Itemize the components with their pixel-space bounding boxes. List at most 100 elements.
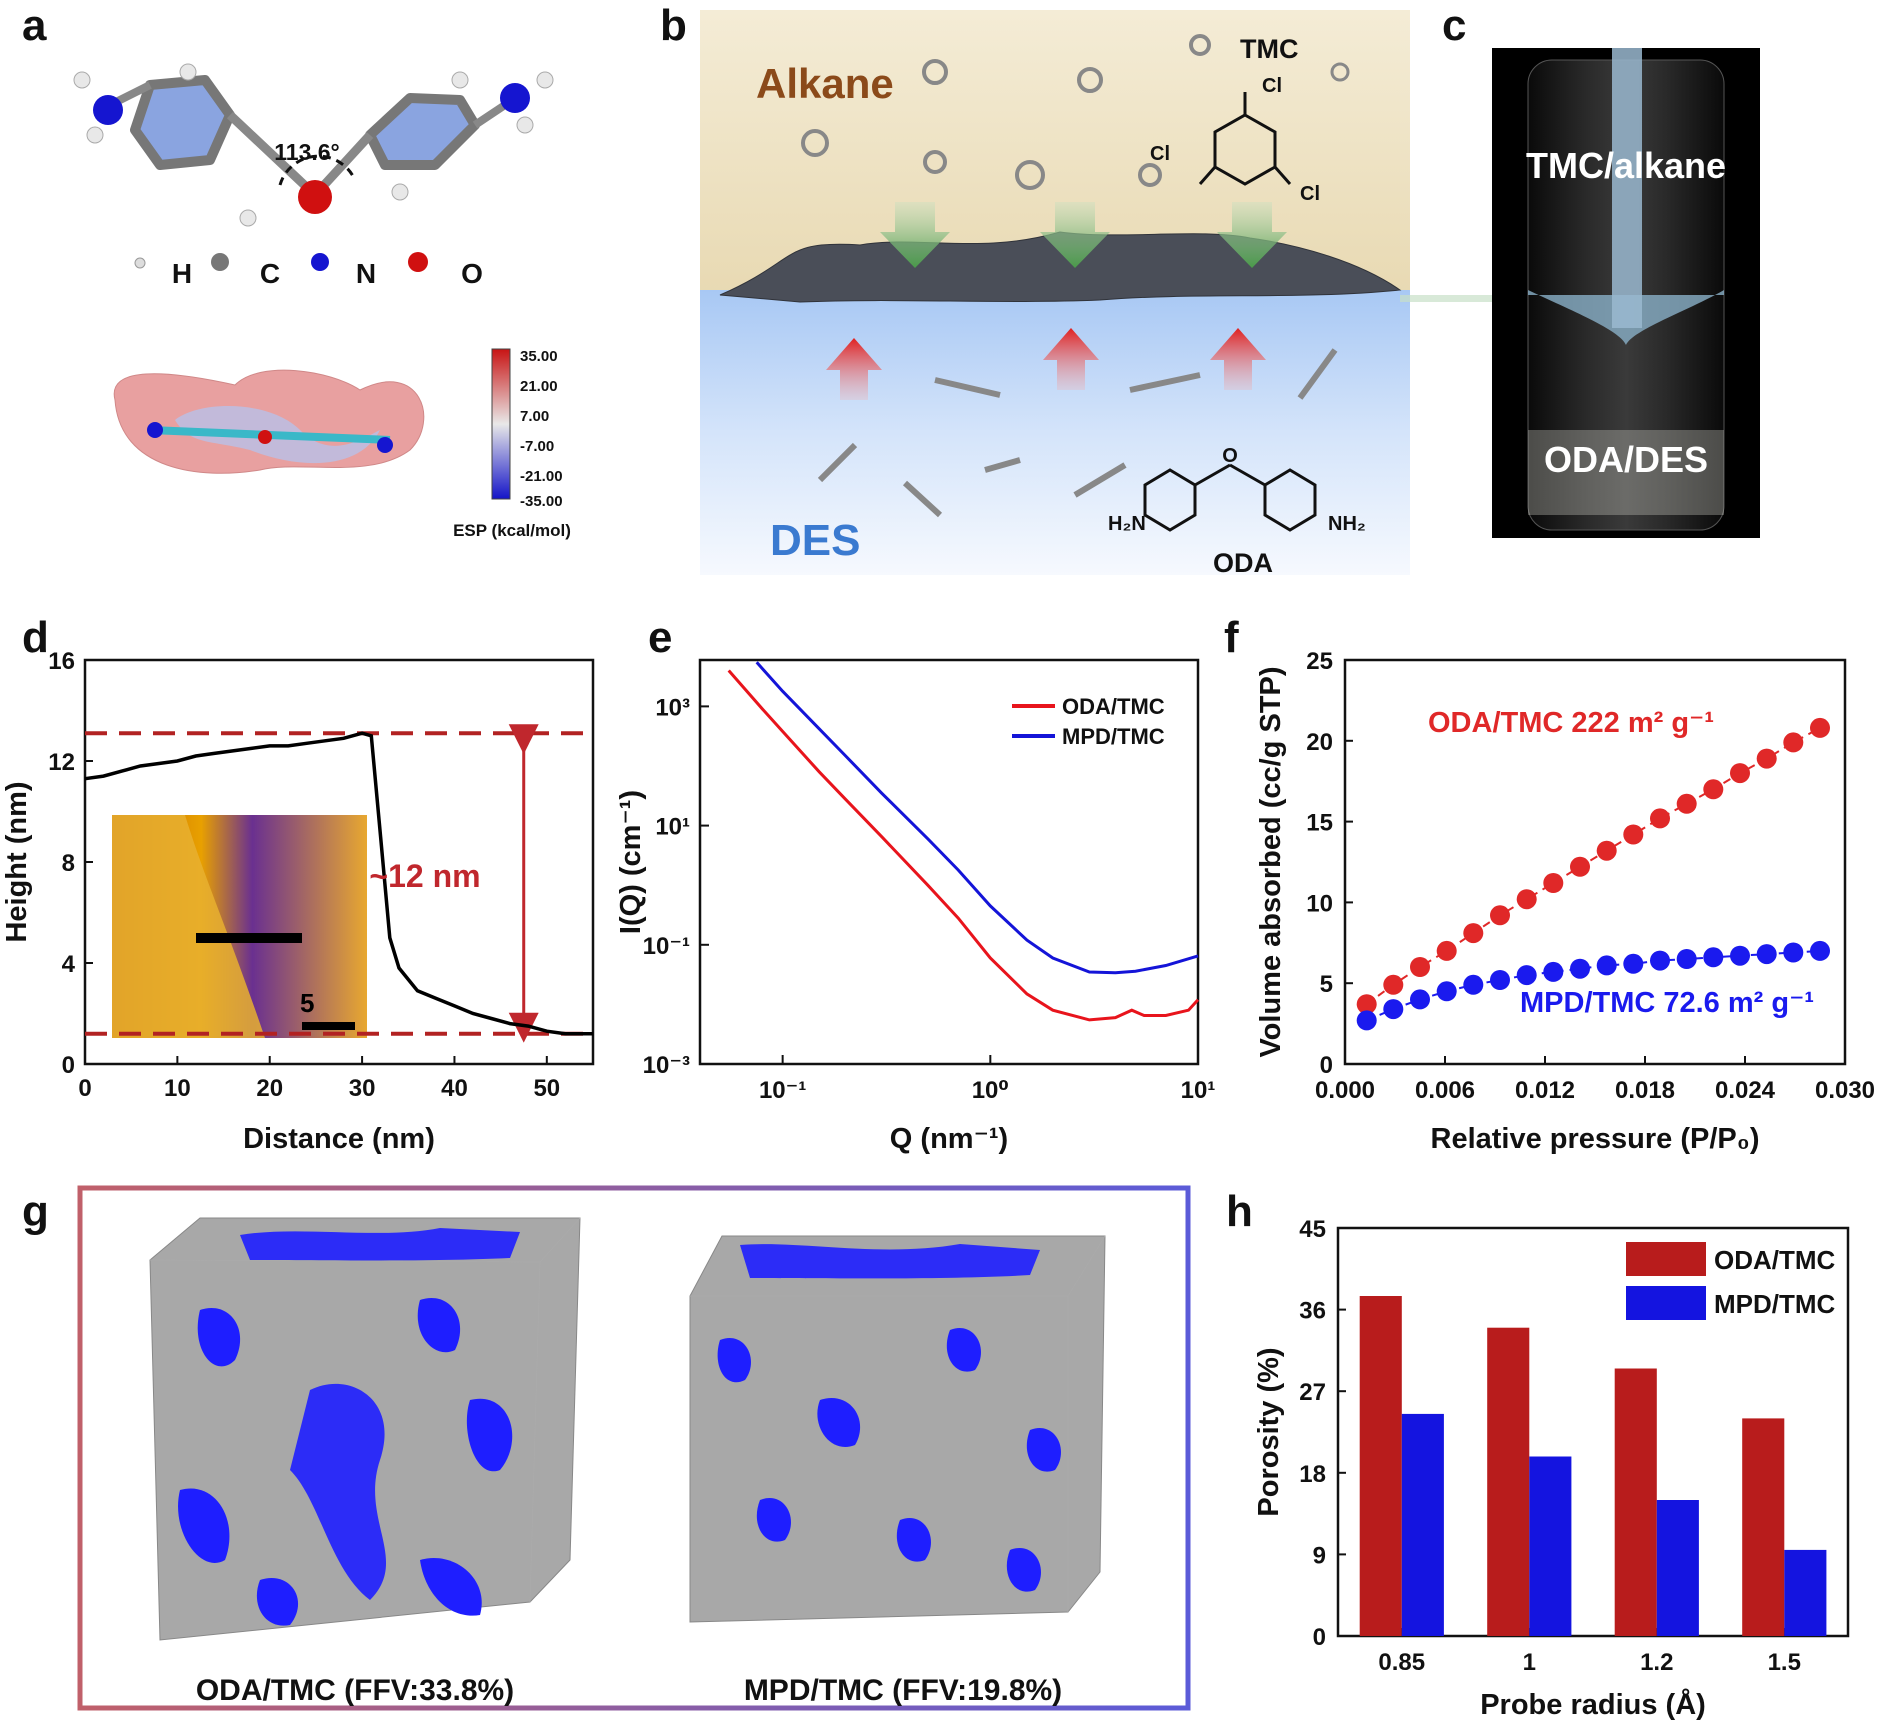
polyamide-film — [719, 231, 1402, 303]
y-tick-label: 9 — [1313, 1542, 1326, 1569]
data-point — [1756, 944, 1777, 965]
x-tick-label: 30 — [349, 1075, 376, 1102]
data-point — [1756, 748, 1777, 769]
tmc-structure: TMC Cl Cl Cl — [1150, 34, 1320, 205]
oda-nh2-right: NH₂ — [1328, 513, 1366, 535]
oda-des-label: ODA/DES — [1544, 439, 1708, 480]
y-tick-label: 10⁻³ — [643, 1052, 690, 1079]
pipette — [1612, 48, 1642, 328]
data-point — [1436, 981, 1457, 1002]
colorbar-tick: 35.00 — [520, 348, 558, 365]
afm-inset: 5 — [112, 815, 367, 1038]
x-axis-label: Q (nm⁻¹) — [890, 1123, 1008, 1155]
panel-c-label: c — [1442, 1, 1466, 50]
height-annotation: ~12 nm — [369, 858, 480, 894]
cl-label: Cl — [1150, 143, 1170, 165]
colorbar-tick: -21.00 — [520, 468, 563, 485]
y-tick-label: 27 — [1299, 1379, 1326, 1406]
x-tick-label: 0.000 — [1315, 1077, 1375, 1104]
data-point — [1463, 923, 1484, 944]
data-point — [1650, 808, 1670, 829]
data-point — [1730, 945, 1750, 966]
atom-legend: H C N O — [134, 252, 483, 289]
x-tick-label: 50 — [533, 1075, 560, 1102]
y-tick-label: 45 — [1299, 1216, 1326, 1243]
atom-legend-c: C — [260, 258, 280, 289]
x-tick-label: 0.018 — [1615, 1077, 1675, 1104]
bar — [1742, 1418, 1785, 1636]
y-tick-label: 36 — [1299, 1298, 1326, 1325]
data-point — [1703, 779, 1724, 800]
y-tick-label: 16 — [48, 648, 75, 675]
legend-label: ODA/TMC — [1714, 1245, 1836, 1275]
colorbar-tick: 7.00 — [520, 408, 549, 425]
bar — [1487, 1327, 1530, 1636]
x-tick-label: 1 — [1523, 1649, 1536, 1676]
x-tick-label: 10¹ — [1181, 1077, 1216, 1104]
tmc-alkane-label: TMC/alkane — [1526, 145, 1726, 186]
panel-d: d 5 0 10 20 30 40 50 0 4 8 12 16 ~12 nm Distance (… — [1, 613, 595, 1155]
panel-e: e 10⁻¹ 10⁰ 10¹ 10³ 10¹ 10⁻¹ 10⁻³ ODA/TMC MPD/T… — [615, 613, 1215, 1155]
des-label: DES — [770, 516, 860, 565]
data-point — [1490, 970, 1510, 990]
oda-oxygen-label: O — [1222, 445, 1238, 467]
y-axis-label: Height (nm) — [1, 781, 33, 942]
bar — [1359, 1296, 1402, 1636]
y-tick-label: 25 — [1306, 648, 1333, 675]
tmc-label: TMC — [1240, 34, 1298, 64]
panel-g-label: g — [22, 1187, 49, 1236]
bar — [1401, 1413, 1444, 1636]
bar — [1784, 1549, 1827, 1636]
data-point — [1730, 763, 1750, 784]
diffusion-arrows — [826, 202, 1545, 400]
panel-b: b Alkane DES — [660, 1, 1545, 578]
legend-swatch — [1626, 1242, 1706, 1276]
oda-bet-annotation: ODA/TMC 222 m² g⁻¹ — [1428, 707, 1714, 739]
x-tick-label: 0.006 — [1415, 1077, 1475, 1104]
x-tick-label: 40 — [441, 1075, 468, 1102]
data-point — [1383, 974, 1404, 995]
y-tick-label: 20 — [1306, 729, 1333, 756]
y-axis-label: Porosity (%) — [1253, 1347, 1285, 1516]
data-point — [1570, 856, 1590, 877]
bond-angle-label: 113.6° — [274, 139, 340, 165]
oda-tmc-simulation-box — [149, 1217, 581, 1641]
mpd-bet-annotation: MPD/TMC 72.6 m² g⁻¹ — [1520, 987, 1814, 1019]
data-point — [1596, 955, 1617, 976]
colorbar-title: ESP (kcal/mol) — [453, 521, 571, 540]
y-tick-label: 18 — [1299, 1461, 1326, 1488]
data-point — [1383, 999, 1404, 1020]
data-point — [1810, 940, 1830, 961]
alkane-label: Alkane — [756, 60, 894, 107]
data-point — [1516, 889, 1537, 910]
oda-ffv-caption: ODA/TMC (FFV:33.8%) — [196, 1674, 514, 1707]
panel-a-label: a — [22, 1, 47, 50]
cl-label: Cl — [1300, 183, 1320, 205]
y-tick-label: 5 — [1320, 971, 1333, 998]
y-tick-label: 0 — [1313, 1624, 1326, 1651]
legend-label: ODA/TMC — [1062, 694, 1165, 719]
mpd-ffv-caption: MPD/TMC (FFV:19.8%) — [744, 1674, 1062, 1707]
panel-h-marks: 0 9 18 27 36 45 0.85 1 1.2 1.5 — [1299, 1216, 1827, 1676]
y-tick-label: 10⁻¹ — [643, 933, 690, 960]
panel-b-label: b — [660, 1, 687, 50]
cl-label: Cl — [1262, 75, 1282, 97]
atom-legend-n: N — [356, 258, 376, 289]
x-tick-label: 0 — [78, 1075, 91, 1102]
y-axis-label: Volume absorbed (cc/g STP) — [1255, 666, 1287, 1057]
data-point — [1783, 732, 1804, 753]
data-point — [1356, 994, 1377, 1015]
data-point — [1810, 717, 1830, 738]
panel-g: g O — [22, 1185, 1191, 1711]
oda-label: ODA — [1213, 548, 1273, 578]
y-tick-label: 15 — [1306, 810, 1333, 837]
data-point — [1623, 953, 1644, 974]
panel-a: a 113.6° H C N — [22, 1, 571, 540]
bottom-solution — [1528, 430, 1724, 515]
data-point — [1543, 961, 1564, 982]
colorbar-tick: -7.00 — [520, 438, 554, 455]
data-point — [1516, 965, 1537, 986]
data-point — [1676, 949, 1697, 969]
x-tick-label: 1.2 — [1640, 1649, 1673, 1676]
